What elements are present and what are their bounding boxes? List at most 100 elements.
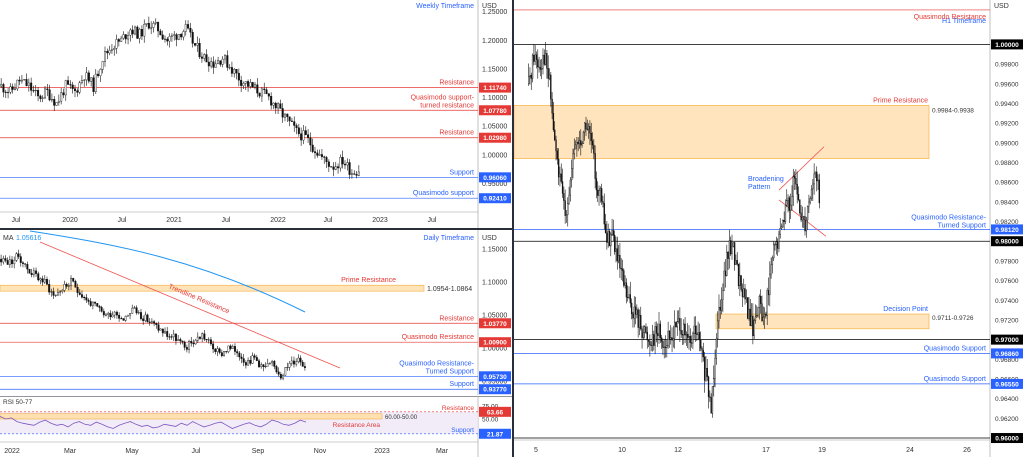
- daily-x-tick: Jul: [192, 448, 201, 455]
- weekly-candle: [265, 89, 268, 94]
- weekly-candle: [357, 171, 360, 176]
- weekly-candle: [166, 38, 169, 42]
- weekly-candle: [297, 127, 300, 134]
- daily-candle: [94, 301, 97, 304]
- daily-candle: [288, 363, 291, 368]
- h1-candle: [550, 74, 552, 100]
- daily-candle: [181, 340, 184, 343]
- h1-candle: [625, 282, 628, 298]
- daily-x-tick: May: [125, 448, 139, 455]
- weekly-candle: [9, 86, 12, 93]
- weekly-timeframe-label: Weekly Timeframe: [416, 3, 474, 10]
- h1-candle: [800, 212, 802, 221]
- daily-candle: [67, 285, 70, 287]
- daily-candle: [70, 278, 73, 286]
- h1-level-price: 0.97000: [995, 337, 1019, 344]
- weekly-candle: [177, 34, 180, 40]
- h1-candle: [795, 178, 797, 185]
- h1-candle: [564, 200, 566, 216]
- h1-candle: [754, 316, 757, 321]
- daily-chart[interactable]: USD Daily Timeframe MA 1.05616 1.15000 1.1000…: [0, 230, 512, 395]
- h1-candle: [567, 203, 569, 215]
- h1-candle: [786, 200, 788, 206]
- daily-candle: [46, 279, 48, 285]
- h1-candle: [576, 141, 578, 146]
- h1-candle: [533, 54, 535, 62]
- daily-zone-range: 1.0954-1.0864: [427, 286, 472, 293]
- daily-candle: [233, 346, 236, 352]
- weekly-candle: [73, 88, 77, 91]
- panel-divider-vertical[interactable]: [512, 0, 514, 457]
- h1-candle: [615, 248, 617, 252]
- daily-candle: [142, 318, 145, 321]
- weekly-candle: [145, 23, 148, 25]
- weekly-x-tick: 2021: [166, 217, 182, 224]
- daily-chart-panel[interactable]: USD Daily Timeframe MA 1.05616 1.15000 1.1000…: [0, 230, 512, 395]
- weekly-candle: [198, 43, 201, 58]
- daily-candle: [301, 361, 304, 367]
- rsi-level-name: Resistance: [442, 405, 475, 412]
- daily-candle: [185, 347, 188, 350]
- daily-candle: [223, 351, 226, 357]
- daily-level-price: 1.00900: [483, 340, 507, 347]
- weekly-candle: [196, 43, 199, 46]
- daily-candle: [32, 270, 35, 276]
- weekly-candle: [99, 69, 102, 77]
- weekly-candle: [318, 154, 321, 156]
- rsi-label: RSI 50-77: [3, 399, 33, 406]
- h1-candle: [606, 232, 608, 243]
- h1-candle: [757, 307, 759, 316]
- weekly-candle: [226, 55, 229, 68]
- h1-candle: [804, 216, 806, 232]
- daily-candle: [78, 292, 81, 295]
- h1-candle: [796, 183, 798, 195]
- weekly-candle: [311, 144, 314, 152]
- weekly-candle: [207, 61, 210, 67]
- daily-candle: [6, 260, 9, 265]
- h1-candle: [714, 358, 716, 379]
- weekly-candle: [182, 31, 185, 38]
- weekly-candle: [339, 157, 342, 169]
- daily-x-tick: Nov: [314, 448, 327, 455]
- weekly-candle: [4, 91, 7, 93]
- h1-chart[interactable]: USD H1 Timeframe 1.00000 0.99800 0.99600 0.99…: [514, 0, 1024, 457]
- daily-candle: [98, 306, 101, 308]
- weekly-candle: [343, 163, 347, 166]
- h1-candle: [671, 337, 673, 341]
- h1-y-tick: 0.96200: [995, 416, 1019, 423]
- h1-chart-panel[interactable]: USD H1 Timeframe 1.00000 0.99800 0.99600 0.99…: [514, 0, 1024, 457]
- panel-divider-horizontal[interactable]: [0, 228, 512, 230]
- daily-candle: [61, 289, 64, 292]
- h1-prime-resistance-zone: [514, 105, 930, 159]
- h1-candle: [673, 322, 676, 339]
- h1-candle: [722, 290, 724, 300]
- h1-candle: [640, 315, 642, 330]
- h1-candle: [659, 323, 661, 338]
- weekly-candle: [7, 92, 10, 94]
- h1-pattern-upper-line: [778, 146, 825, 191]
- daily-candle: [113, 311, 116, 316]
- daily-candle: [251, 355, 254, 364]
- weekly-candle: [260, 88, 263, 97]
- daily-candle: [247, 360, 250, 366]
- daily-candle: [107, 312, 110, 316]
- weekly-y-tick: 1.05000: [482, 124, 507, 131]
- h1-candle: [702, 350, 704, 358]
- h1-candle: [610, 234, 612, 247]
- daily-candle: [124, 316, 127, 321]
- weekly-chart-panel[interactable]: USD Weekly Timeframe 1.25000 1.20000 1.15000…: [0, 0, 512, 228]
- h1-candle: [749, 308, 751, 326]
- weekly-candle: [97, 73, 100, 77]
- h1-candle: [623, 270, 625, 286]
- daily-candle: [131, 307, 134, 314]
- daily-y-tick: 1.10000: [482, 280, 507, 287]
- weekly-candle: [355, 174, 358, 176]
- h1-candle: [719, 306, 721, 311]
- h1-candle: [709, 396, 711, 398]
- daily-candle: [87, 299, 90, 302]
- weekly-candle: [274, 102, 277, 109]
- weekly-chart[interactable]: USD Weekly Timeframe 1.25000 1.20000 1.15000…: [0, 0, 512, 228]
- h1-candle: [782, 220, 784, 227]
